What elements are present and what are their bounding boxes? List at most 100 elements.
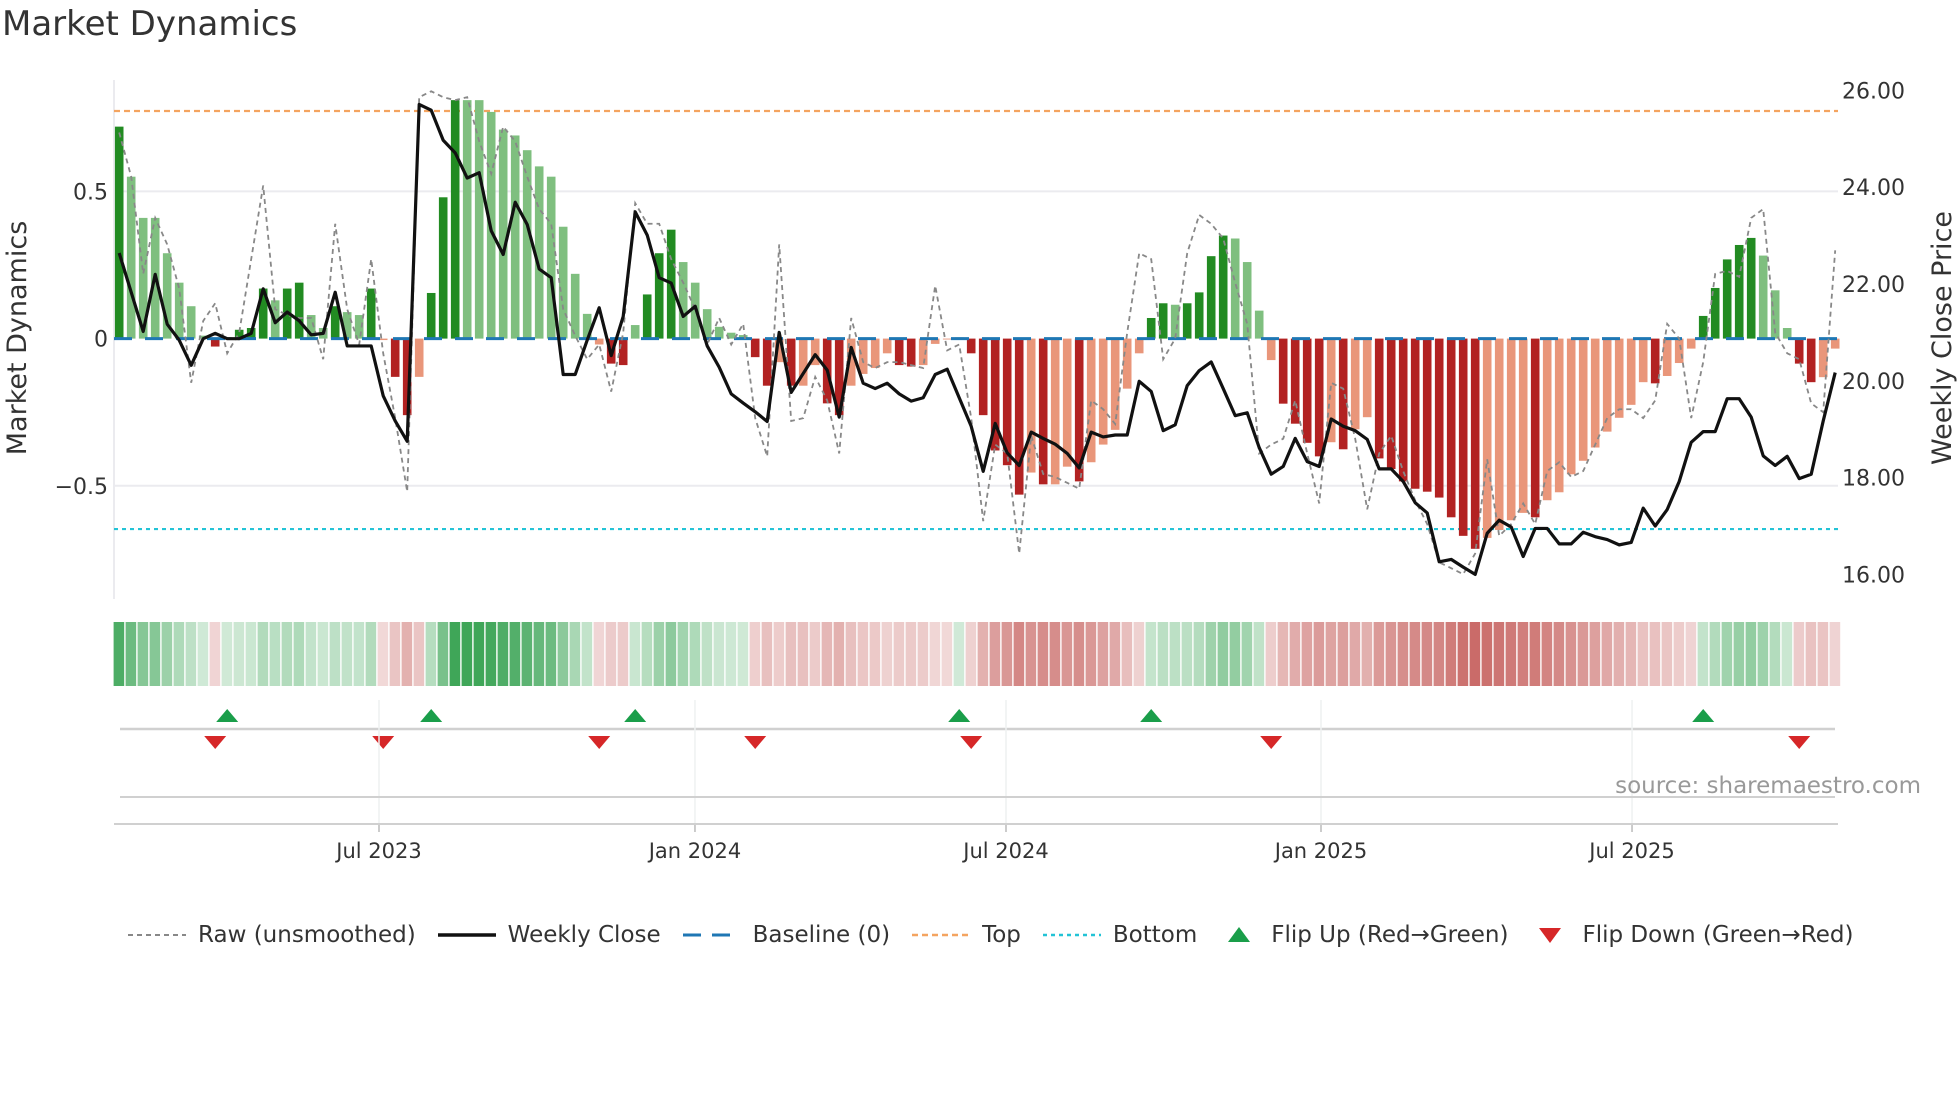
momentum-bar [522, 150, 532, 339]
momentum-bar [726, 332, 736, 339]
strip-cell [377, 622, 389, 686]
legend-item-bottom: Bottom [1042, 922, 1197, 948]
momentum-bar [414, 338, 424, 377]
strip-cell [785, 622, 797, 686]
baseline-swatch [682, 933, 741, 937]
strip-cell [1061, 622, 1073, 686]
flip-up-marker [1692, 709, 1715, 722]
strip-cell [1637, 622, 1649, 686]
momentum-bar [450, 100, 460, 339]
strip-cell [677, 622, 689, 686]
strip-cell [953, 622, 965, 686]
momentum-bar [1038, 338, 1048, 485]
momentum-bar [462, 100, 472, 339]
flip-up-marker [1140, 709, 1163, 722]
momentum-bar [174, 282, 184, 339]
strip-cell [641, 622, 653, 686]
legend-item-raw: Raw (unsmoothed) [128, 922, 416, 948]
strip-cell [473, 622, 485, 686]
strip-cell [401, 622, 413, 686]
strip-cell [1385, 622, 1397, 686]
legend: Raw (unsmoothed) Weekly Close Baseline (… [128, 922, 1875, 948]
momentum-bar [702, 309, 712, 339]
flip-down-marker [744, 736, 767, 749]
legend-label: Baseline (0) [752, 922, 891, 948]
strip-cell [1289, 622, 1301, 686]
strip-cell [461, 622, 473, 686]
y-tick-label: 0.5 [73, 180, 108, 205]
momentum-bar [774, 338, 784, 363]
strip-cell [545, 622, 557, 686]
strip-cell [1733, 622, 1745, 686]
source-label: source: sharemaestro.com [1615, 773, 1921, 799]
momentum-bar [1050, 338, 1060, 485]
x-tick-label: Jan 2024 [647, 839, 742, 863]
momentum-bar [1638, 338, 1648, 383]
strip-cell [869, 622, 881, 686]
momentum-bar [1794, 338, 1804, 364]
momentum-bar [1014, 338, 1024, 495]
momentum-bar [990, 338, 1000, 451]
strip-cell [737, 622, 749, 686]
strip-cell [341, 622, 353, 686]
momentum-bar [1554, 338, 1564, 493]
axes: 0.5 0 −0.5 26.00 24.00 22.00 20.00 18.00 16.00 [55, 79, 1905, 588]
strip-cell [1373, 622, 1385, 686]
strip-cell [1409, 622, 1421, 686]
momentum-bar [1578, 338, 1588, 461]
strip-cell [1601, 622, 1613, 686]
momentum-bar [378, 338, 388, 341]
strip-cell [1673, 622, 1685, 686]
strip-cell [1085, 622, 1097, 686]
strip-cell [1769, 622, 1781, 686]
momentum-bar [1170, 304, 1180, 339]
strip-cell [941, 622, 953, 686]
strip-cell [569, 622, 581, 686]
strip-cell [125, 622, 137, 686]
momentum-bar [1518, 338, 1528, 513]
legend-label: Flip Up (Red→Green) [1271, 922, 1509, 948]
momentum-bar [426, 292, 436, 339]
strip-cell [881, 622, 893, 686]
strip-cell [557, 622, 569, 686]
momentum-bar [930, 338, 940, 344]
legend-item-flip-down: Flip Down (Green→Red) [1530, 922, 1853, 948]
momentum-bar [1710, 287, 1720, 339]
flip-down-marker [204, 736, 227, 749]
momentum-bar [186, 306, 196, 339]
momentum-bar [1398, 338, 1408, 482]
legend-label: Flip Down (Green→Red) [1582, 922, 1854, 948]
strip-cell [977, 622, 989, 686]
momentum-bar [1182, 303, 1192, 339]
strip-cell [1397, 622, 1409, 686]
y-tick-label: −0.5 [55, 475, 108, 500]
flip-down-marker [960, 736, 983, 749]
momentum-bar [942, 338, 952, 340]
strip-cell [1181, 622, 1193, 686]
momentum-bar [1350, 338, 1360, 430]
strip-cell [233, 622, 245, 686]
momentum-bar [1362, 338, 1372, 418]
momentum-bars [114, 100, 1840, 549]
strip-cell [1613, 622, 1625, 686]
momentum-bar [1338, 338, 1348, 450]
momentum-bar [162, 253, 172, 339]
momentum-bar [1074, 338, 1084, 482]
strip-cell [1097, 622, 1109, 686]
chart-title: Market Dynamics [2, 4, 298, 44]
momentum-bar [966, 338, 976, 354]
strip-cell [1469, 622, 1481, 686]
flip-up-marker [948, 709, 971, 722]
strip-cell [1649, 622, 1661, 686]
strip-cell [425, 622, 437, 686]
strip-cell [701, 622, 713, 686]
strip-cell [1721, 622, 1733, 686]
momentum-bar [834, 338, 844, 416]
momentum-bar [546, 176, 556, 339]
momentum-bar [1542, 338, 1552, 501]
strip-cell [1241, 622, 1253, 686]
momentum-bar [1722, 259, 1732, 339]
momentum-bar [510, 135, 520, 339]
strip-cell [1505, 622, 1517, 686]
momentum-bar [570, 273, 580, 339]
